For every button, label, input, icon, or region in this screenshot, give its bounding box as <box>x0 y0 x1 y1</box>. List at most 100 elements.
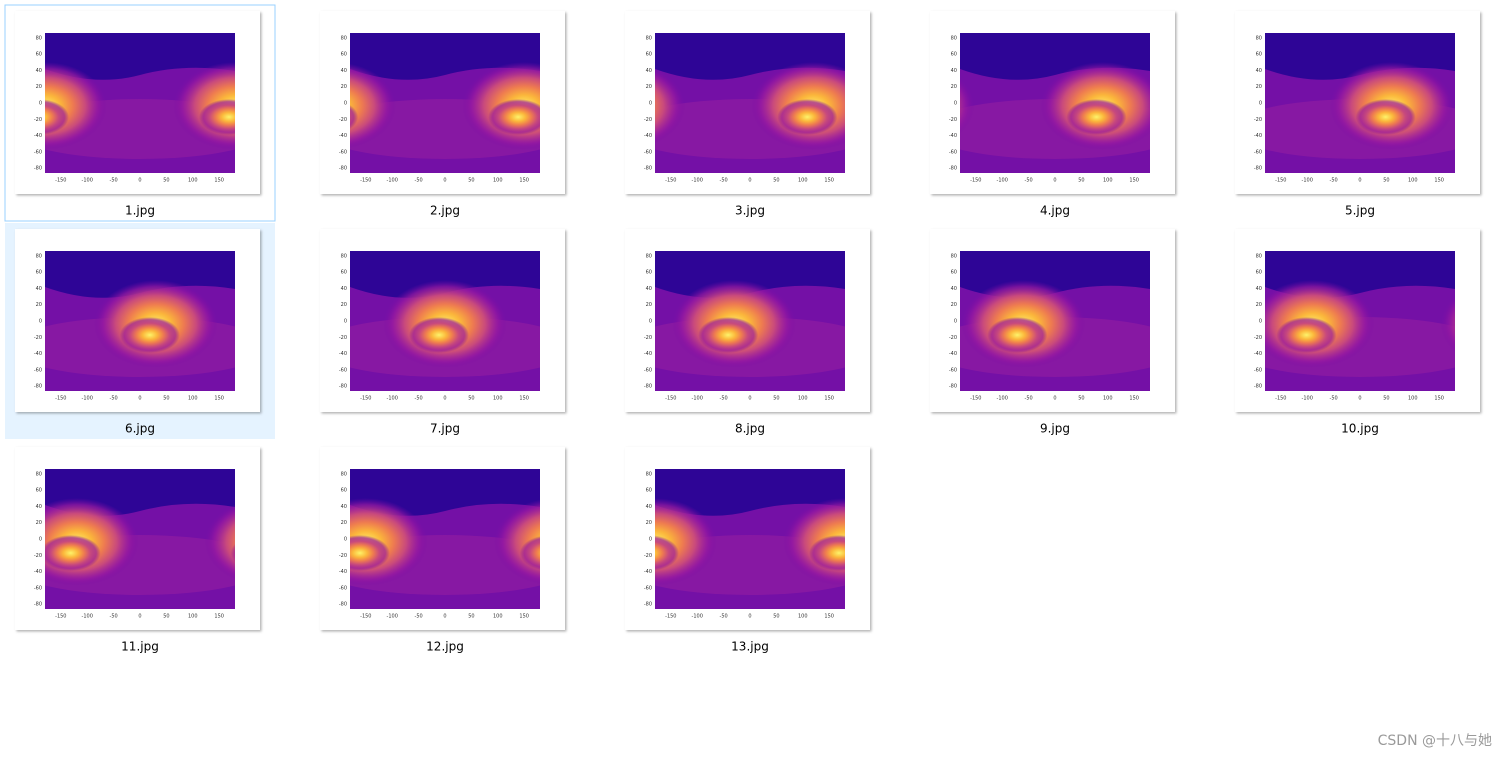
x-tick-label: -150 <box>55 614 66 620</box>
y-tick-label: -20 <box>1254 335 1262 341</box>
x-tick-label: 100 <box>798 614 808 620</box>
y-tick-label: -40 <box>1254 133 1262 139</box>
thumbnail-image <box>1265 251 1455 391</box>
y-tick-label: -20 <box>34 553 42 559</box>
x-tick-label: 0 <box>443 396 446 402</box>
heatmap-hotspot <box>45 99 69 135</box>
y-tick-label: -60 <box>949 149 957 155</box>
file-item[interactable]: 80 60 40 20 0 -20 -40 -60 -80 -150 -100 -50 0 50 100 15… <box>0 229 408 436</box>
y-tick-label: -80 <box>339 384 347 390</box>
heatmap-top <box>1265 33 1455 80</box>
x-tick-label: 50 <box>163 396 169 402</box>
y-tick-label: -80 <box>644 166 652 172</box>
x-tick-label: -50 <box>415 178 423 184</box>
file-item[interactable]: 80 60 40 20 0 -20 -40 -60 -80 -150 -100 -50 0 50 100 15… <box>851 11 1355 218</box>
y-tick-label: -20 <box>34 117 42 123</box>
file-item[interactable]: 80 60 40 20 0 -20 -40 -60 -80 -150 -100 -50 0 50 100 15… <box>0 447 329 654</box>
y-tick-label: -20 <box>644 335 652 341</box>
file-name: 5.jpg <box>1345 204 1375 218</box>
y-tick-label: -20 <box>949 335 957 341</box>
x-tick-label: -100 <box>82 178 93 184</box>
heatmap-hotspot <box>987 317 1048 353</box>
x-tick-label: -50 <box>720 614 728 620</box>
x-tick-label: 150 <box>214 178 224 184</box>
x-tick-label: -150 <box>970 396 981 402</box>
y-tick-label: -60 <box>644 149 652 155</box>
y-tick-label: -80 <box>1254 384 1262 390</box>
y-tick-label: 60 <box>646 488 652 494</box>
y-tick-label: -40 <box>644 133 652 139</box>
y-tick-label: 20 <box>36 302 42 308</box>
y-tick-label: 0 <box>344 319 347 325</box>
x-tick-label: 100 <box>188 614 198 620</box>
file-item[interactable]: 80 60 40 20 0 -20 -40 -60 -80 -150 -100 -50 0 50 100 15… <box>771 229 1275 436</box>
y-tick-label: 40 <box>36 286 42 292</box>
thumbnail-image <box>45 251 235 391</box>
x-tick-label: -100 <box>387 614 398 620</box>
y-tick-label: 60 <box>36 488 42 494</box>
x-tick-label: 50 <box>773 614 779 620</box>
x-tick-label: 150 <box>519 396 529 402</box>
y-tick-label: 60 <box>341 52 347 58</box>
x-tick-label: -50 <box>415 396 423 402</box>
y-tick-label: -40 <box>1254 351 1262 357</box>
y-tick-label: 60 <box>646 52 652 58</box>
file-item[interactable]: 80 60 40 20 0 -20 -40 -60 -80 -150 -100 -50 0 50 100 15… <box>403 447 907 654</box>
heatmap-top <box>45 33 235 80</box>
file-item[interactable]: 80 60 40 20 0 -20 -40 -60 -80 -150 -100 -50 0 50 100 15… <box>1140 11 1508 218</box>
y-tick-label: -40 <box>644 569 652 575</box>
file-item[interactable]: 80 60 40 20 0 -20 -40 -60 -80 -150 -100 -50 0 50 100 15… <box>272 11 776 218</box>
file-item[interactable]: 80 60 40 20 0 -20 -40 -60 -80 -150 -100 -50 0 50 100 15… <box>1061 229 1508 436</box>
y-tick-label: 60 <box>1256 270 1262 276</box>
y-tick-label: -20 <box>339 553 347 559</box>
heatmap-hotspot <box>45 535 101 571</box>
heatmap-top <box>350 469 540 516</box>
y-tick-label: 60 <box>1256 52 1262 58</box>
x-tick-label: -50 <box>1330 178 1338 184</box>
y-tick-label: -20 <box>339 335 347 341</box>
y-tick-label: 80 <box>36 471 42 477</box>
y-tick-label: 20 <box>1256 302 1262 308</box>
y-tick-label: 20 <box>1256 84 1262 90</box>
y-tick-label: 40 <box>36 68 42 74</box>
y-tick-label: 80 <box>36 253 42 259</box>
y-tick-label: -40 <box>34 351 42 357</box>
x-tick-label: 100 <box>493 614 503 620</box>
y-tick-label: 80 <box>646 471 652 477</box>
x-tick-label: 0 <box>748 396 751 402</box>
x-tick-label: 100 <box>798 178 808 184</box>
file-name: 6.jpg <box>125 422 155 436</box>
heatmap-hotspot <box>877 99 937 135</box>
file-name: 12.jpg <box>426 640 464 654</box>
y-tick-label: 20 <box>341 520 347 526</box>
x-tick-label: -50 <box>1025 178 1033 184</box>
y-tick-label: 40 <box>646 68 652 74</box>
x-tick-label: 150 <box>824 178 834 184</box>
x-tick-label: -50 <box>1330 396 1338 402</box>
y-tick-label: 80 <box>951 35 957 41</box>
x-tick-label: -150 <box>360 614 371 620</box>
y-tick-label: 0 <box>1259 319 1262 325</box>
heatmap-hotspot <box>1440 295 1455 353</box>
file-item[interactable]: 80 60 40 20 0 -20 -40 -60 -80 -150 -100 -50 0 50 100 15… <box>561 11 1065 218</box>
x-tick-label: 0 <box>443 178 446 184</box>
x-tick-label: 0 <box>1053 178 1056 184</box>
x-tick-label: -150 <box>55 396 66 402</box>
y-tick-label: 80 <box>341 253 347 259</box>
y-tick-label: 20 <box>646 84 652 90</box>
file-item[interactable]: 80 60 40 20 0 -20 -40 -60 -80 -150 -100 -50 0 50 100 15… <box>482 229 986 436</box>
thumbnail-image <box>350 469 540 609</box>
x-tick-label: -50 <box>110 396 118 402</box>
y-tick-label: -80 <box>339 166 347 172</box>
y-tick-label: -80 <box>949 166 957 172</box>
file-item[interactable]: 80 60 40 20 0 -20 -40 -60 -80 -150 -100 -50 0 50 100 15… <box>0 11 487 218</box>
y-tick-label: -80 <box>34 384 42 390</box>
file-item[interactable]: 80 60 40 20 0 -20 -40 -60 -80 -150 -100 -50 0 50 100 15… <box>114 447 618 654</box>
y-tick-label: 0 <box>39 537 42 543</box>
y-tick-label: -60 <box>339 585 347 591</box>
y-tick-label: 0 <box>344 537 347 543</box>
file-item[interactable]: 80 60 40 20 0 -20 -40 -60 -80 -150 -100 -50 0 50 100 15… <box>193 229 697 436</box>
x-tick-label: 150 <box>824 396 834 402</box>
x-tick-label: 0 <box>443 614 446 620</box>
